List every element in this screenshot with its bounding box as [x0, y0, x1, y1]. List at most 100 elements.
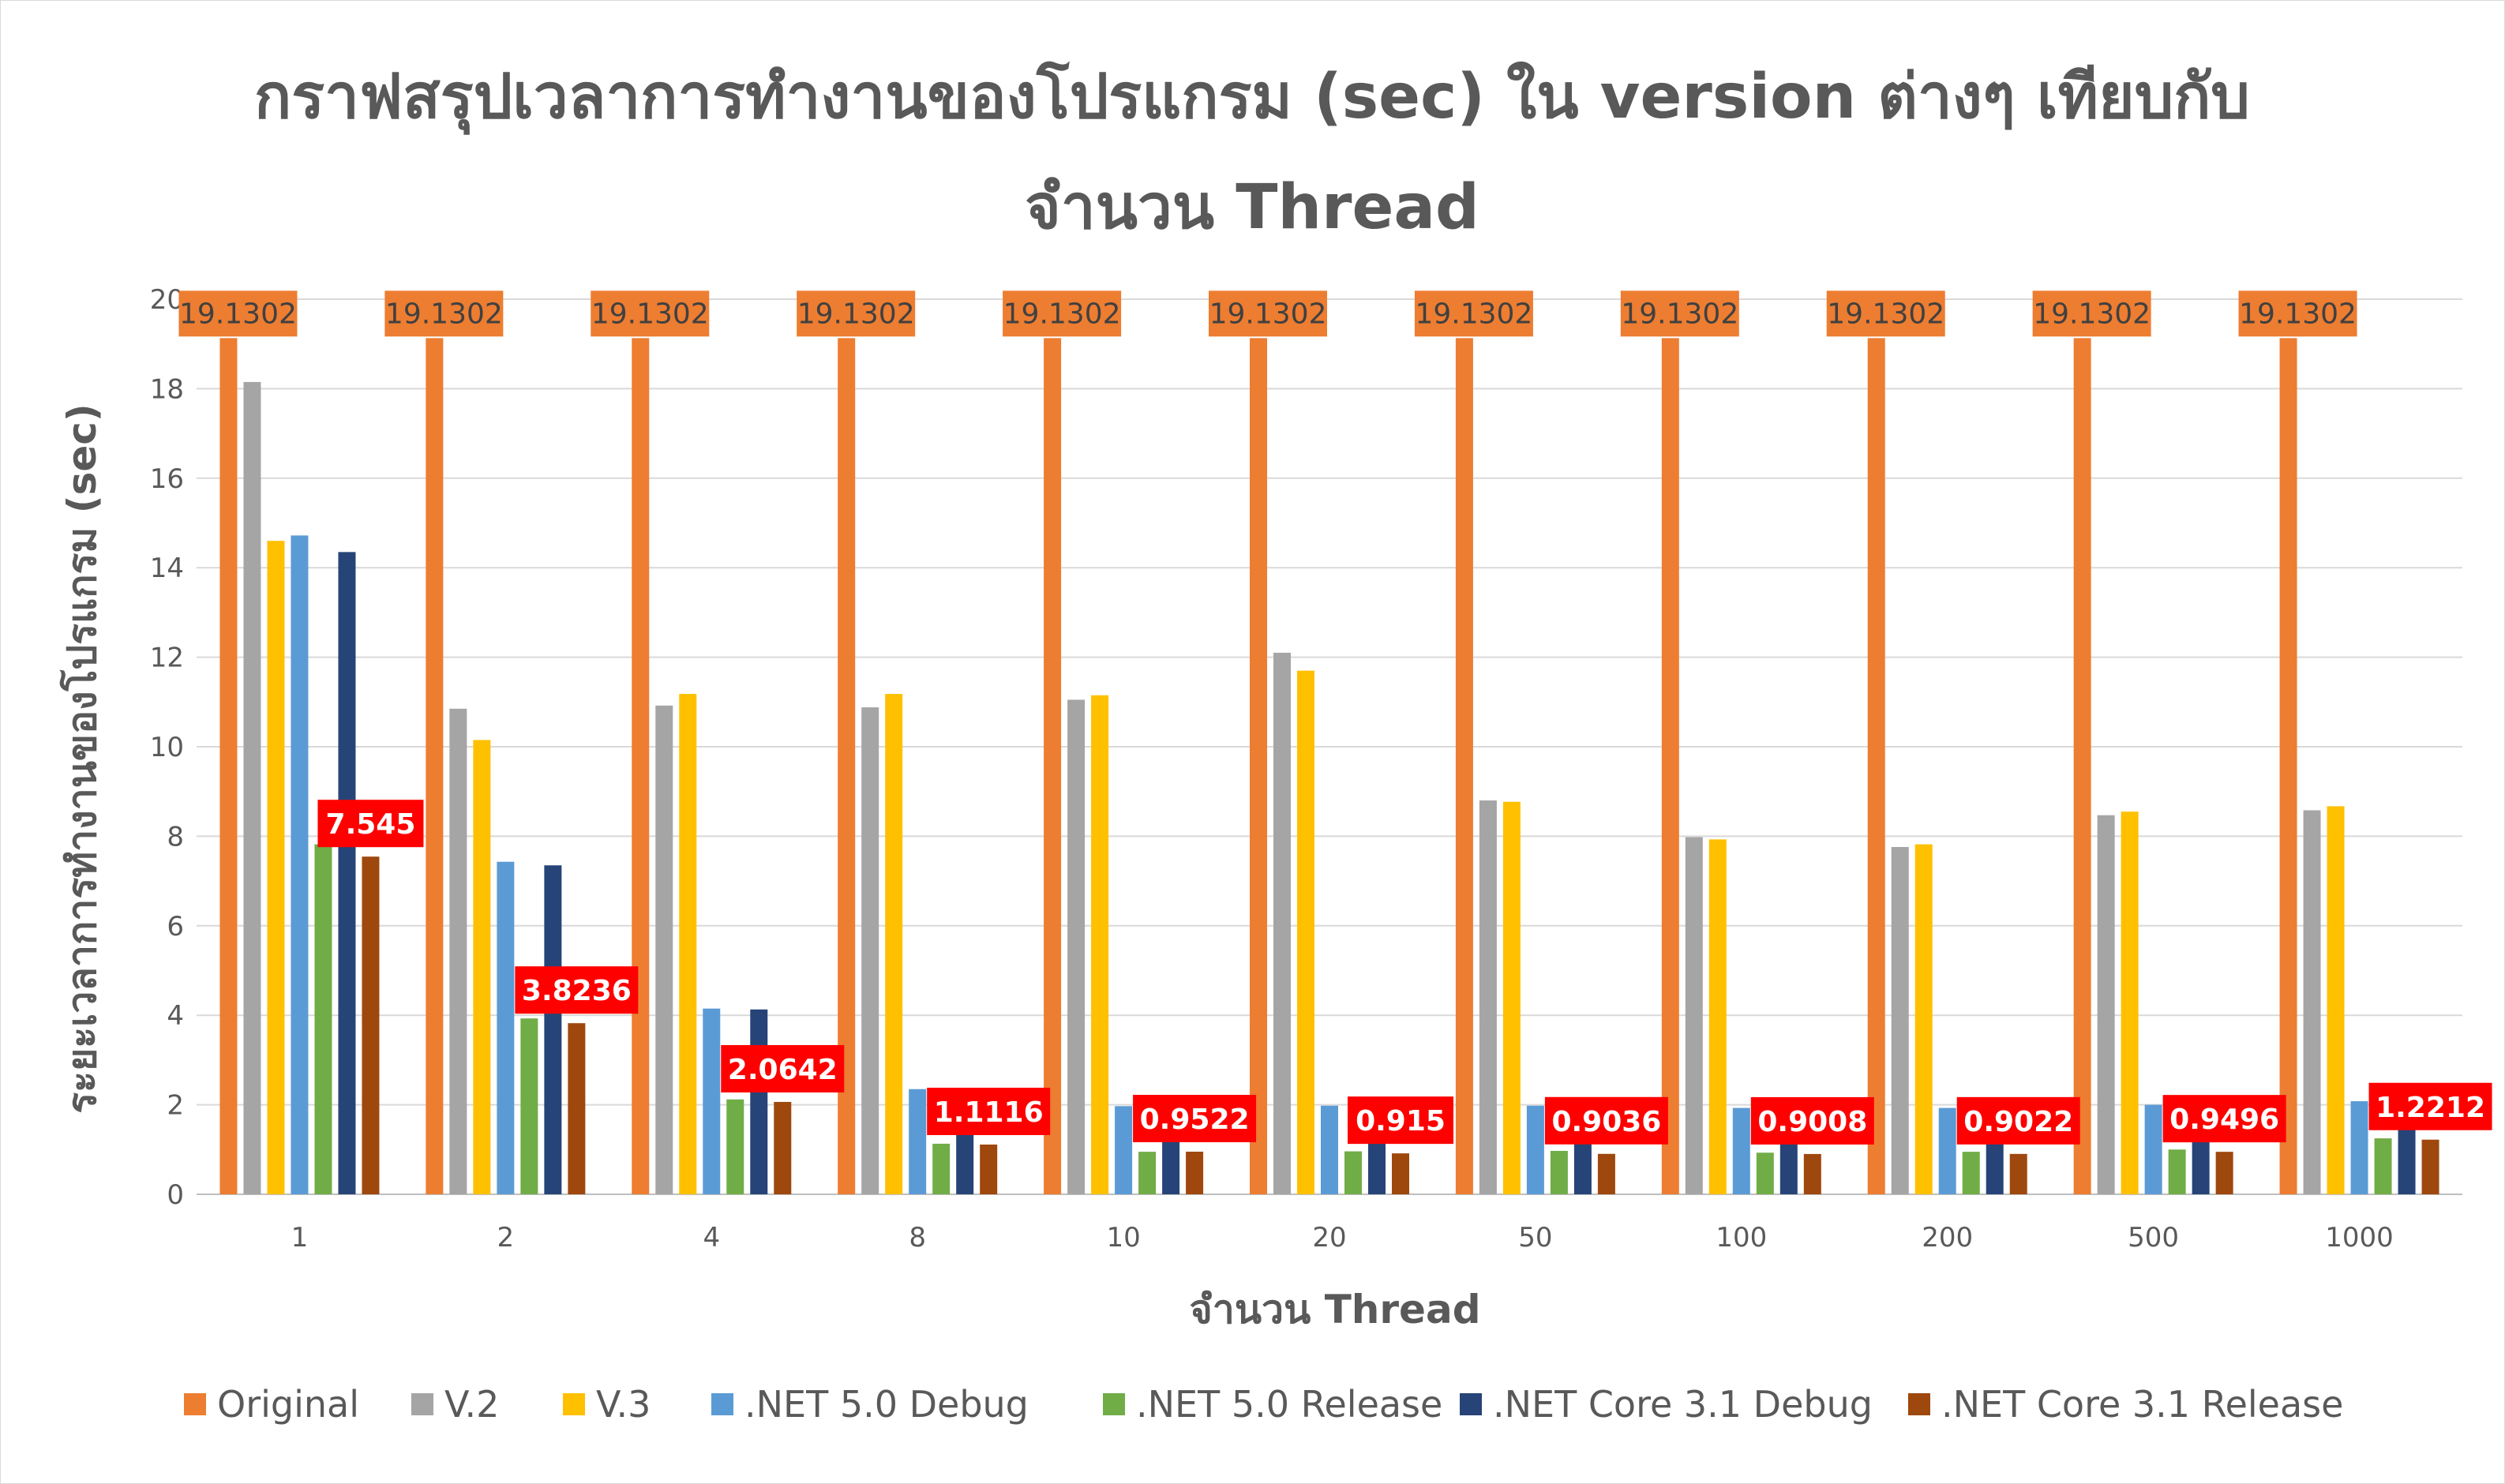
original-data-label-box [1826, 290, 1945, 337]
release-data-label-box [721, 1044, 845, 1092]
bar-original-200 [1867, 338, 1885, 1195]
original-data-label-box [2238, 290, 2357, 337]
release-data-label-box [1750, 1096, 1874, 1145]
bar-net-core-3-1-debug-2 [544, 865, 562, 1194]
x-tick-label: 200 [1922, 1222, 1973, 1254]
release-data-label-box [1348, 1096, 1453, 1145]
original-data-label: 19.1302 [797, 298, 915, 330]
bar-v-3-10 [1091, 695, 1109, 1194]
legend-entry: Original [217, 1383, 359, 1426]
bar-net-5-0-release-1000 [2374, 1138, 2392, 1194]
release-data-label: 0.9496 [2169, 1104, 2279, 1136]
bar-net-5-0-release-1 [314, 844, 332, 1194]
bar-net-5-0-debug-20 [1321, 1105, 1338, 1194]
release-data-label: 3.8236 [522, 975, 632, 1007]
original-data-label-box [384, 290, 504, 337]
x-axis-ticks: 1 2 4 8 10 20 50 100 200 500 1000 [291, 1222, 2394, 1254]
bar-net-core-3-1-release-100 [1803, 1153, 1821, 1194]
x-tick-label: 10 [1106, 1222, 1140, 1254]
legend: Original V.2 V.3 .NET 5.0 Debug .NET 5.0 Rel… [184, 1383, 2343, 1426]
bar-net-5-0-release-100 [1756, 1152, 1774, 1194]
bar-net-5-0-release-50 [1550, 1151, 1568, 1194]
bar-net-core-3-1-debug-10 [1162, 1133, 1180, 1194]
legend-swatch [1908, 1393, 1930, 1415]
bar-net-5-0-release-2 [520, 1018, 538, 1194]
release-data-label-box [927, 1087, 1051, 1135]
bar-net-core-3-1-debug-500 [2192, 1132, 2210, 1194]
legend-entry: .NET Core 3.1 Debug [1493, 1383, 1873, 1426]
original-data-label: 19.1302 [179, 298, 297, 330]
original-data-label-box [178, 290, 298, 337]
release-data-label: 0.9522 [1140, 1104, 1250, 1136]
y-tick-label: 20 [150, 284, 184, 316]
x-tick-label: 100 [1716, 1222, 1767, 1254]
bar-net-5-0-debug-8 [909, 1089, 927, 1194]
legend-swatch [563, 1393, 585, 1415]
bar-v-2-200 [1891, 847, 1909, 1194]
x-tick-label: 500 [2128, 1222, 2179, 1254]
original-data-label-box [797, 290, 916, 337]
bar-v-3-2 [473, 740, 491, 1194]
y-tick-label: 2 [167, 1090, 184, 1122]
bar-net-5-0-release-200 [1962, 1152, 1980, 1194]
bar-v-3-1000 [2327, 806, 2345, 1194]
x-tick-label: 4 [703, 1222, 720, 1254]
bar-original-2 [426, 338, 444, 1195]
release-data-label-box [2162, 1095, 2286, 1143]
bar-v-2-1000 [2303, 810, 2321, 1194]
bar-net-5-0-release-8 [932, 1143, 951, 1194]
bar-net-core-3-1-release-1000 [2421, 1139, 2439, 1194]
bar-net-5-0-debug-500 [2144, 1104, 2162, 1194]
original-data-label: 19.1302 [1415, 298, 1532, 330]
bar-v-2-100 [1685, 837, 1703, 1194]
y-tick-label: 16 [150, 463, 184, 495]
bar-net-5-0-debug-1 [291, 535, 309, 1194]
original-data-label-box [2032, 290, 2151, 337]
bar-net-core-3-1-debug-1 [338, 552, 356, 1194]
bar-v-2-10 [1067, 699, 1086, 1194]
bar-v-2-8 [861, 707, 879, 1194]
bar-net-core-3-1-release-20 [1392, 1153, 1409, 1194]
original-data-label-box [1620, 290, 1739, 337]
bar-net-core-3-1-release-10 [1186, 1152, 1204, 1194]
x-tick-label: 20 [1312, 1222, 1346, 1254]
chart-title-line-1: กราฟสรุปเวลาการทำงานของโปรแกรม (sec) ใน … [254, 60, 2250, 135]
bar-v-2-500 [2097, 815, 2115, 1194]
bars [219, 338, 2439, 1195]
bar-original-500 [2073, 338, 2091, 1195]
original-data-label: 19.1302 [591, 298, 709, 330]
bar-net-5-0-debug-50 [1526, 1105, 1544, 1194]
bar-net-core-3-1-release-8 [980, 1144, 998, 1194]
release-data-label-box [515, 966, 639, 1014]
bar-original-10 [1044, 338, 1062, 1195]
x-tick-label: 8 [909, 1222, 926, 1254]
y-tick-label: 0 [167, 1179, 184, 1211]
bar-net-5-0-debug-100 [1732, 1107, 1750, 1194]
x-axis-title: จำนวน Thread [1189, 1287, 1480, 1332]
bar-net-core-3-1-release-500 [2215, 1152, 2233, 1194]
legend-entry: .NET Core 3.1 Release [1941, 1383, 2343, 1426]
bar-original-8 [838, 338, 856, 1195]
release-data-label: 0.915 [1356, 1105, 1446, 1137]
bar-v-2-50 [1479, 800, 1497, 1194]
bar-original-4 [632, 338, 650, 1195]
bar-net-core-3-1-release-1 [362, 856, 380, 1194]
release-data-label: 0.9036 [1551, 1106, 1661, 1138]
x-tick-label: 1 [291, 1222, 309, 1254]
bar-net-core-3-1-debug-1000 [2398, 1122, 2416, 1194]
bar-net-5-0-release-4 [726, 1099, 744, 1194]
release-data-label: 0.9008 [1757, 1106, 1867, 1138]
y-axis-ticks: 0 2 4 6 8 10 12 14 16 18 20 [150, 284, 184, 1211]
bar-net-core-3-1-release-50 [1597, 1153, 1615, 1194]
release-data-label-box [317, 800, 424, 848]
original-data-label: 19.1302 [2239, 298, 2357, 330]
bar-v-2-2 [449, 708, 467, 1194]
legend-swatch [1460, 1393, 1482, 1415]
original-data-label: 19.1302 [1621, 298, 1738, 330]
y-tick-label: 14 [150, 553, 184, 584]
bar-net-core-3-1-debug-200 [1986, 1134, 2004, 1194]
original-data-label: 19.1302 [2033, 298, 2151, 330]
bar-v-3-50 [1502, 801, 1521, 1194]
